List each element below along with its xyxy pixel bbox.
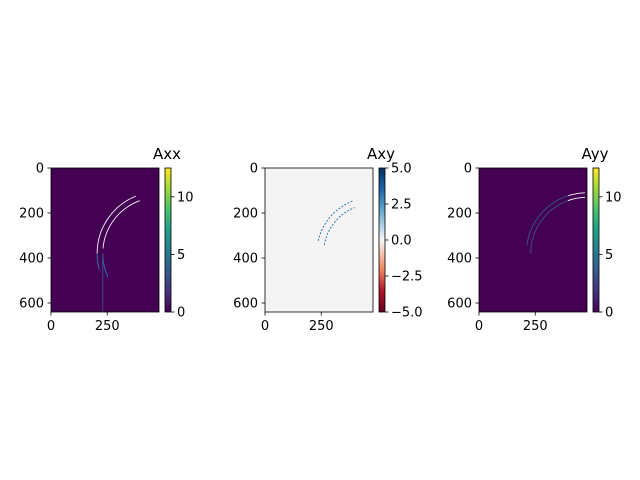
- ayy-image: [479, 168, 587, 312]
- axx-x-tick-label-250: 250: [95, 319, 120, 334]
- axy-y-tick-label-0: 0: [250, 162, 258, 177]
- axy-y-tick-label-200: 200: [233, 207, 258, 222]
- ayy-ticks: 0 200 400 600 0 250: [447, 162, 547, 335]
- axx-y-tick-label-400: 400: [19, 252, 44, 267]
- axy-colorbar-tick-label-neg5: −5.0: [391, 306, 423, 321]
- axx-y-tick-label-200: 200: [19, 207, 44, 222]
- axy-image: [265, 168, 373, 312]
- axx-feature-arc-2: [102, 200, 140, 249]
- axx-feature-arc-3: [96, 195, 136, 254]
- ayy-y-tick-label-0: 0: [464, 162, 472, 177]
- panel-axy: Axy 0 200 400 600 0 250 −5.0 −2.5 0.0 2.…: [233, 145, 422, 334]
- ayy-y-tick-label-200: 200: [447, 207, 472, 222]
- axy-colorbar-tick-label-2p5: 2.5: [391, 198, 412, 213]
- ayy-y-tick-label-400: 400: [447, 252, 472, 267]
- axy-colorbar-gradient: [378, 167, 386, 313]
- axx-colorbar: 0 5 10: [164, 167, 194, 321]
- ayy-image-background: [479, 168, 587, 312]
- panel-title-ayy: Ayy: [582, 145, 609, 163]
- ayy-feature-arc-0: [567, 196, 586, 202]
- panel-axx: Axx 0 200 400 600 0 250 0 5 10: [19, 145, 193, 334]
- axy-y-tick-label-400: 400: [233, 252, 258, 267]
- axx-image-background: [51, 168, 159, 312]
- axx-feature-arc-1: [96, 253, 100, 270]
- ayy-feature-arc-3: [526, 195, 569, 246]
- axx-ticks: 0 200 400 600 0 250: [19, 162, 119, 335]
- axy-colorbar-tick-label-5: 5.0: [391, 162, 412, 177]
- ayy-y-tick-label-600: 600: [447, 297, 472, 312]
- axy-x-tick-label-0: 0: [261, 319, 269, 334]
- axx-colorbar-tick-label-0: 0: [177, 306, 185, 321]
- ayy-colorbar-gradient: [592, 167, 600, 313]
- ayy-colorbar: 0 5 10: [592, 167, 622, 321]
- ayy-x-tick-label-250: 250: [523, 319, 548, 334]
- panel-title-axx: Axx: [153, 145, 181, 163]
- axx-y-tick-label-600: 600: [19, 297, 44, 312]
- axx-x-tick-label-0: 0: [47, 319, 55, 334]
- ayy-axes-frame: [478, 167, 588, 313]
- panel-ayy: Ayy 0 200 400 600 0 250 0 5 10: [447, 145, 621, 334]
- ayy-colorbar-tick-label-0: 0: [605, 306, 613, 321]
- ayy-feature-arc-2: [530, 200, 568, 254]
- axy-image-background: [265, 168, 373, 312]
- ayy-colorbar-tick-label-10: 10: [605, 190, 622, 205]
- axy-axes-frame: [264, 167, 374, 313]
- axy-colorbar: −5.0 −2.5 0.0 2.5 5.0: [378, 162, 423, 321]
- ayy-feature-arc-1: [568, 192, 585, 197]
- axx-image: [51, 168, 159, 312]
- axy-feature-arc-1: [317, 200, 354, 241]
- axy-ticks: 0 200 400 600 0 250: [233, 162, 333, 335]
- axy-colorbar-tick-label-0: 0.0: [391, 234, 412, 249]
- axy-feature-arc-0: [323, 207, 355, 245]
- axy-colorbar-tick-label-neg2p5: −2.5: [391, 270, 423, 285]
- axx-colorbar-tick-label-5: 5: [177, 248, 185, 263]
- axx-y-tick-label-0: 0: [36, 162, 44, 177]
- panel-title-axy: Axy: [367, 145, 395, 163]
- axy-x-tick-label-250: 250: [309, 319, 334, 334]
- ayy-colorbar-tick-label-5: 5: [605, 248, 613, 263]
- axx-axes-frame: [50, 167, 160, 313]
- ayy-x-tick-label-0: 0: [475, 319, 483, 334]
- axx-colorbar-tick-label-10: 10: [177, 190, 194, 205]
- axy-y-tick-label-600: 600: [233, 297, 258, 312]
- axx-colorbar-gradient: [164, 167, 172, 313]
